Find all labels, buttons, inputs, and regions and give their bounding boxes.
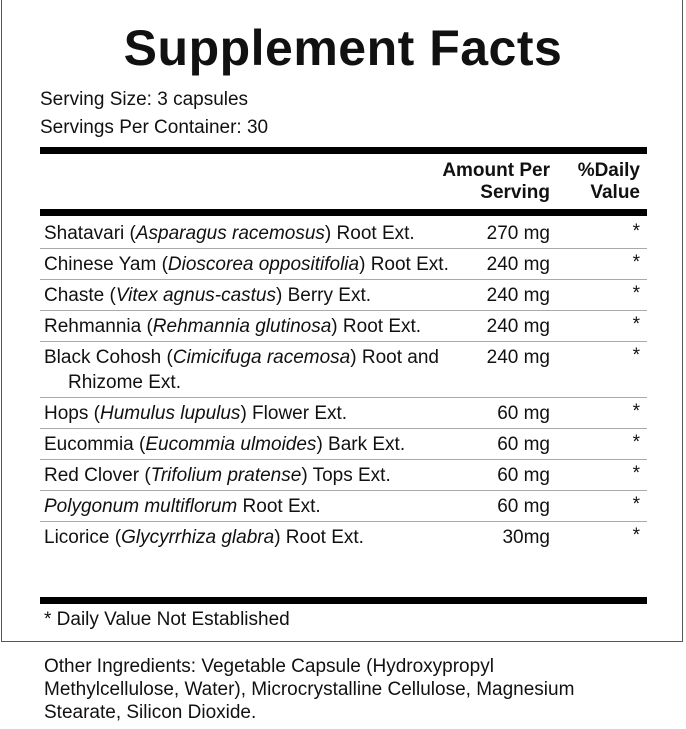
- table-row: Red Clover (Trifolium pratense) Tops Ext…: [40, 460, 647, 491]
- table-row: Rehmannia (Rehmannia glutinosa) Root Ext…: [40, 311, 647, 342]
- ingredient-amount: 60 mg: [497, 465, 550, 486]
- daily-value-header: %Daily Value: [560, 160, 640, 204]
- ingredient-latin-name: Rehmannia glutinosa: [152, 316, 332, 337]
- ingredient-part: ) Root and Rhizome Ext.: [68, 347, 439, 393]
- ingredient-amount: 60 mg: [497, 434, 550, 455]
- ingredient-part: ) Berry Ext.: [276, 285, 372, 306]
- ingredient-amount: 60 mg: [497, 403, 550, 424]
- ingredient-part: Root Ext.: [237, 496, 321, 517]
- ingredient-part: ) Tops Ext.: [301, 465, 391, 486]
- ingredient-part: ) Root Ext.: [359, 254, 449, 275]
- ingredient-part: ) Bark Ext.: [316, 434, 406, 455]
- ingredient-amount: 30mg: [502, 527, 550, 548]
- amount-header: Amount Per Serving: [400, 160, 550, 204]
- ingredient-latin-name: Trifolium pratense: [150, 465, 302, 486]
- ingredient-common-name: Chaste (: [44, 285, 116, 306]
- ingredient-amount: 60 mg: [497, 496, 550, 517]
- ingredient-common-name: Chinese Yam (: [44, 254, 168, 275]
- thick-divider-top: [40, 147, 647, 154]
- ingredient-latin-name: Asparagus racemosus: [135, 223, 325, 244]
- ingredient-amount: 240 mg: [486, 254, 550, 275]
- ingredient-latin-name: Polygonum multiflorum: [44, 496, 238, 517]
- ingredient-table: Shatavari (Asparagus racemosus) Root Ext…: [40, 218, 647, 552]
- ingredient-daily-value: *: [632, 345, 640, 366]
- servings-per-container: Servings Per Container: 30: [40, 117, 269, 138]
- ingredient-common-name: Hops (: [44, 403, 100, 424]
- ingredient-common-name: Eucommia (: [44, 434, 146, 455]
- ingredient-daily-value: *: [632, 283, 640, 304]
- ingredient-amount: 270 mg: [486, 223, 550, 244]
- thick-divider-header: [40, 209, 647, 216]
- amount-header-line2: Serving: [480, 182, 550, 203]
- ingredient-latin-name: Dioscorea oppositifolia: [167, 254, 360, 275]
- ingredient-common-name: Rehmannia (: [44, 316, 153, 337]
- table-row: Chinese Yam (Dioscorea oppositifolia) Ro…: [40, 249, 647, 280]
- dv-header-line2: Value: [590, 182, 640, 203]
- ingredient-latin-name: Glycyrrhiza glabra: [121, 527, 275, 548]
- panel-title: Supplement Facts: [123, 20, 563, 76]
- ingredient-latin-name: Cimicifuga racemosa: [172, 347, 351, 368]
- serving-size: Serving Size: 3 capsules: [40, 89, 249, 110]
- ingredient-name: Shatavari (Asparagus racemosus) Root Ext…: [40, 221, 468, 246]
- ingredient-name: Polygonum multiflorum Root Ext.: [40, 494, 468, 519]
- ingredient-name: Licorice (Glycyrrhiza glabra) Root Ext.: [40, 525, 468, 550]
- ingredient-daily-value: *: [632, 314, 640, 335]
- amount-header-line1: Amount Per: [442, 160, 550, 181]
- ingredient-part: ) Root Ext.: [324, 223, 415, 244]
- ingredient-name: Chinese Yam (Dioscorea oppositifolia) Ro…: [40, 252, 468, 277]
- ingredient-common-name: Black Cohosh (: [44, 347, 173, 368]
- ingredient-name: Chaste (Vitex agnus-castus) Berry Ext.: [40, 283, 468, 308]
- ingredient-name: Rehmannia (Rehmannia glutinosa) Root Ext…: [40, 314, 468, 339]
- ingredient-amount: 240 mg: [486, 316, 550, 337]
- table-row: Shatavari (Asparagus racemosus) Root Ext…: [40, 218, 647, 249]
- ingredient-daily-value: *: [632, 401, 640, 422]
- table-row: Chaste (Vitex agnus-castus) Berry Ext. 24…: [40, 280, 647, 311]
- ingredient-daily-value: *: [632, 221, 640, 242]
- ingredient-daily-value: *: [632, 432, 640, 453]
- ingredient-part: ) Root Ext.: [274, 527, 364, 548]
- table-row: Licorice (Glycyrrhiza glabra) Root Ext. 3…: [40, 522, 647, 552]
- ingredient-common-name: Red Clover (: [44, 465, 151, 486]
- ingredient-common-name: Licorice (: [44, 527, 122, 548]
- table-row: Black Cohosh (Cimicifuga racemosa) Root …: [40, 342, 647, 398]
- dv-header-line1: %Daily: [577, 160, 640, 181]
- ingredient-common-name: Shatavari (: [44, 223, 136, 244]
- table-row: Hops (Humulus lupulus) Flower Ext. 60 mg *: [40, 398, 647, 429]
- ingredient-daily-value: *: [632, 252, 640, 273]
- table-row: Polygonum multiflorum Root Ext. 60 mg *: [40, 491, 647, 522]
- thick-divider-bottom: [40, 597, 647, 604]
- footnote: * Daily Value Not Established: [44, 609, 290, 630]
- ingredient-daily-value: *: [632, 463, 640, 484]
- ingredient-name: Eucommia (Eucommia ulmoides) Bark Ext.: [40, 432, 468, 457]
- ingredient-daily-value: *: [632, 494, 640, 515]
- ingredient-name: Black Cohosh (Cimicifuga racemosa) Root …: [40, 345, 468, 395]
- ingredient-latin-name: Humulus lupulus: [99, 403, 241, 424]
- ingredient-latin-name: Eucommia ulmoides: [145, 434, 317, 455]
- other-ingredients: Other Ingredients: Vegetable Capsule (Hy…: [44, 656, 575, 723]
- supplement-facts-panel: [1, 0, 683, 642]
- table-row: Eucommia (Eucommia ulmoides) Bark Ext. 60…: [40, 429, 647, 460]
- ingredient-latin-name: Vitex agnus-castus: [115, 285, 276, 306]
- ingredient-part: ) Root Ext.: [331, 316, 422, 337]
- ingredient-amount: 240 mg: [486, 347, 550, 368]
- ingredient-daily-value: *: [632, 525, 640, 546]
- ingredient-part: ) Flower Ext.: [240, 403, 348, 424]
- ingredient-name: Hops (Humulus lupulus) Flower Ext.: [40, 401, 468, 426]
- ingredient-name: Red Clover (Trifolium pratense) Tops Ext…: [40, 463, 468, 488]
- ingredient-amount: 240 mg: [486, 285, 550, 306]
